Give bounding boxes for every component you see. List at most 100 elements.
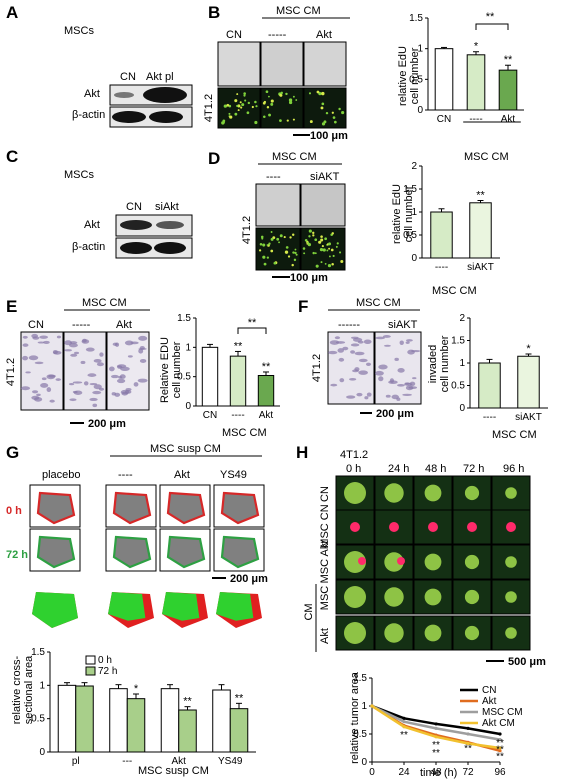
tumor-frame [413, 579, 453, 615]
chart-b-xgroup: MSC CM [464, 151, 509, 163]
fluor-dot [320, 261, 323, 264]
fluor-dot [331, 232, 334, 235]
chart-f-ytick-label: 0 [459, 403, 465, 414]
chart-h-point-3-3 [466, 741, 470, 746]
fluor-dot [314, 252, 317, 255]
fluor-dot [332, 254, 335, 258]
chart-b-bracket-star: ** [486, 11, 495, 23]
fluor-dot [295, 253, 298, 256]
fluor-dot [246, 111, 250, 115]
fluor-dot [328, 242, 332, 246]
fluor-dot [237, 109, 240, 112]
panel-h-row-1: CN [319, 486, 331, 502]
stained-cell [127, 355, 133, 358]
panel-h-row-5: Akt [319, 628, 331, 644]
chart-d-ytick-label: 1.5 [403, 184, 417, 195]
fluor-dot [292, 251, 295, 254]
panel-f-label: F [298, 297, 308, 316]
panel-e-col-1: CN [28, 319, 44, 331]
stained-cell [402, 393, 412, 396]
stained-cell [334, 336, 341, 340]
spheroid-body [38, 537, 74, 567]
fluor-dot [247, 101, 251, 105]
chart-f-xtick-label: siAKT [515, 412, 542, 423]
tumor-green [344, 551, 366, 573]
chart-d-xgroup: MSC CM [432, 285, 477, 297]
chart-b-xtick-label: Akt [501, 114, 516, 125]
tumor-green [384, 552, 404, 572]
fluor-dot [308, 92, 312, 95]
fluor-dot [318, 92, 322, 96]
spheroid-outline [166, 491, 206, 525]
fluor-dot [287, 255, 291, 258]
spheroid-outline [112, 535, 152, 569]
stained-cell [337, 348, 345, 353]
stained-cell [342, 346, 349, 351]
chart-d-xtick-label: siAKT [467, 262, 494, 273]
chart-f-ytick-label: 1 [459, 358, 465, 369]
fluor-dot [312, 234, 315, 237]
tumor-green [505, 487, 517, 499]
chart-g-legend-swatch-72h [85, 666, 96, 676]
chart-d-bar-0 [430, 211, 453, 259]
stained-cell [405, 385, 414, 391]
stained-cell [69, 383, 75, 386]
chart-f-xtick-label: ---- [483, 412, 496, 423]
chart-g-bar-0-2 [160, 688, 180, 753]
fluor-dot [265, 90, 269, 94]
fluor-dot [291, 233, 295, 236]
panel-d-scale: 100 μm [290, 272, 328, 284]
fluor-dot [229, 115, 233, 119]
stained-cell [32, 336, 40, 340]
panel-b-rowlabel: 4T1.2 [203, 94, 215, 122]
fluor-dot [294, 248, 297, 251]
panel-g-overlays [32, 592, 262, 628]
stained-cell [358, 358, 368, 363]
stained-cell [354, 351, 365, 356]
panel-f-group: MSC CM [356, 297, 401, 309]
fluor-dot [270, 99, 274, 103]
panel-f-scale: 200 μm [376, 408, 414, 420]
stained-cell [139, 358, 147, 363]
panel-c-label: C [6, 147, 18, 166]
chart-g-xtick-label: YS49 [218, 756, 243, 767]
panel-g-images [29, 484, 265, 572]
stained-cell [93, 384, 102, 390]
fluor-dot [291, 263, 294, 267]
fluor-dot [308, 229, 312, 233]
stained-cell [375, 336, 385, 340]
panel-d-group: MSC CM [272, 151, 317, 163]
stained-cell [39, 335, 49, 339]
spheroid-body [114, 493, 150, 523]
chart-b-star: ** [504, 54, 513, 66]
fluor-dot [262, 243, 266, 247]
chart-f-ylabel-1: invaded [427, 345, 439, 384]
chart-g-xgroup: MSC susp CM [138, 765, 209, 777]
chart-e-bracket [237, 327, 267, 334]
chart-g-xtick-label: --- [122, 756, 132, 767]
panel-b-fluor-dots [221, 90, 345, 126]
tumor-red [350, 522, 360, 532]
chart-h-xtick-label: 24 [398, 767, 410, 778]
fluor-dot [255, 105, 258, 108]
spheroid-outline [112, 491, 152, 525]
panel-g-scale: 200 μm [230, 573, 268, 585]
stained-cell [83, 381, 89, 386]
stained-cell [378, 364, 388, 370]
spheroid-outline [166, 535, 206, 569]
chart-e-ytick-label: 1.5 [177, 313, 191, 324]
overlay-72h [216, 592, 254, 621]
fluor-dot [251, 105, 254, 109]
panel-h-cell: 4T1.2 [340, 449, 368, 461]
stained-cell [366, 392, 372, 397]
tumor-red [506, 522, 516, 532]
chart-e-xtick-label: ---- [231, 410, 244, 421]
fluor-dot [312, 231, 315, 235]
fluor-dot [314, 238, 318, 242]
panel-f-cells [328, 335, 421, 401]
fluor-dot [335, 245, 338, 248]
panel-h-row-3: MSC Akt [319, 541, 331, 584]
stained-cell [120, 366, 130, 371]
fluor-dot [268, 113, 272, 117]
chart-f-ytick-label: 2 [459, 313, 465, 324]
